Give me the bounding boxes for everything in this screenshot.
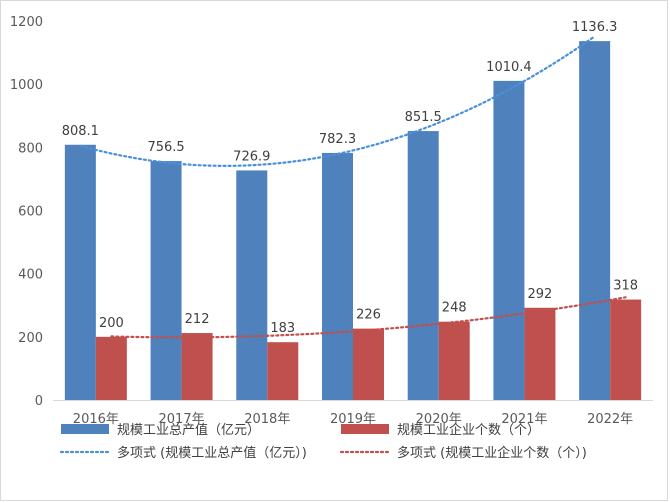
legend-item-output: 规模工业总产值（亿元） bbox=[61, 422, 260, 438]
trendlines-group bbox=[79, 35, 627, 339]
legend-swatch bbox=[341, 424, 389, 434]
trendline-0 bbox=[79, 35, 596, 167]
data-label: 1136.3 bbox=[572, 20, 618, 35]
bar-output-2016年 bbox=[64, 144, 96, 400]
data-label: 726.9 bbox=[233, 149, 270, 164]
legend-item-trend-output: 多项式 (规模工业总产值（亿元）) bbox=[59, 445, 307, 461]
y-tick-label: 1000 bbox=[10, 78, 43, 93]
data-label: 212 bbox=[185, 312, 210, 327]
legend-label: 多项式 (规模工业总产值（亿元）) bbox=[117, 445, 307, 461]
x-tick-label: 2019年 bbox=[330, 412, 376, 427]
y-tick-label: 600 bbox=[18, 205, 43, 220]
legend-item-count: 规模工业企业个数（个） bbox=[341, 422, 540, 438]
bar-count-2018年 bbox=[267, 342, 299, 400]
y-tick-label: 800 bbox=[18, 141, 43, 156]
y-tick-label: 400 bbox=[18, 268, 43, 283]
data-label: 851.5 bbox=[405, 110, 442, 125]
bar-output-2019年 bbox=[322, 152, 353, 400]
data-label: 226 bbox=[356, 308, 381, 323]
trendline-1 bbox=[110, 296, 627, 339]
legend-label: 多项式 (规模工业企业个数（个）) bbox=[397, 445, 587, 461]
data-label: 318 bbox=[613, 279, 638, 294]
data-label: 200 bbox=[99, 316, 124, 331]
x-axis-tick-labels: 2016年 2017年 2018年 2019年 2020年 2021年 2022年 bbox=[73, 412, 633, 427]
legend-label: 规模工业企业个数（个） bbox=[397, 422, 540, 438]
data-labels-group: 808.1 200 756.5 212 726.9 183 782.3 226 851.5 248… bbox=[62, 20, 638, 336]
bar-count-2017年 bbox=[181, 333, 213, 400]
y-axis-tick-labels: 0 200 400 600 800 1000 1200 bbox=[10, 15, 43, 409]
data-label: 808.1 bbox=[62, 124, 99, 139]
bar-output-2020年 bbox=[407, 131, 439, 400]
data-label: 292 bbox=[528, 287, 553, 302]
x-tick-label: 2021年 bbox=[501, 412, 547, 427]
data-label: 782.3 bbox=[319, 132, 356, 147]
data-label: 248 bbox=[442, 301, 467, 316]
bar-count-2019年 bbox=[353, 328, 384, 400]
data-label: 183 bbox=[270, 321, 295, 336]
bar-count-2020年 bbox=[438, 321, 470, 400]
legend-label: 规模工业总产值（亿元） bbox=[117, 422, 260, 438]
legend-swatch bbox=[61, 424, 109, 434]
legend: 规模工业总产值（亿元） 规模工业企业个数（个） 多项式 (规模工业总产值（亿元）) 多… bbox=[59, 422, 587, 461]
bar-output-2022年 bbox=[579, 41, 611, 400]
bar-count-2021年 bbox=[524, 307, 556, 400]
data-label: 756.5 bbox=[147, 140, 184, 155]
x-tick-label: 2018年 bbox=[244, 412, 290, 427]
x-tick-label: 2017年 bbox=[159, 412, 205, 427]
legend-item-trend-count: 多项式 (规模工业企业个数（个）) bbox=[339, 445, 587, 461]
x-tick-label: 2022年 bbox=[587, 412, 633, 427]
y-tick-label: 0 bbox=[35, 394, 43, 409]
bar-count-2022年 bbox=[610, 299, 642, 400]
bar-count-2016年 bbox=[95, 336, 127, 400]
bar-output-2018年 bbox=[236, 170, 268, 400]
x-tick-label: 2016年 bbox=[73, 412, 119, 427]
y-tick-label: 1200 bbox=[10, 15, 43, 30]
bar-output-2021年 bbox=[493, 80, 525, 400]
bar-output-2017年 bbox=[150, 161, 182, 400]
y-tick-label: 200 bbox=[18, 331, 43, 346]
x-tick-label: 2020年 bbox=[416, 412, 462, 427]
bars-group bbox=[64, 41, 642, 400]
data-label: 1010.4 bbox=[486, 60, 532, 75]
